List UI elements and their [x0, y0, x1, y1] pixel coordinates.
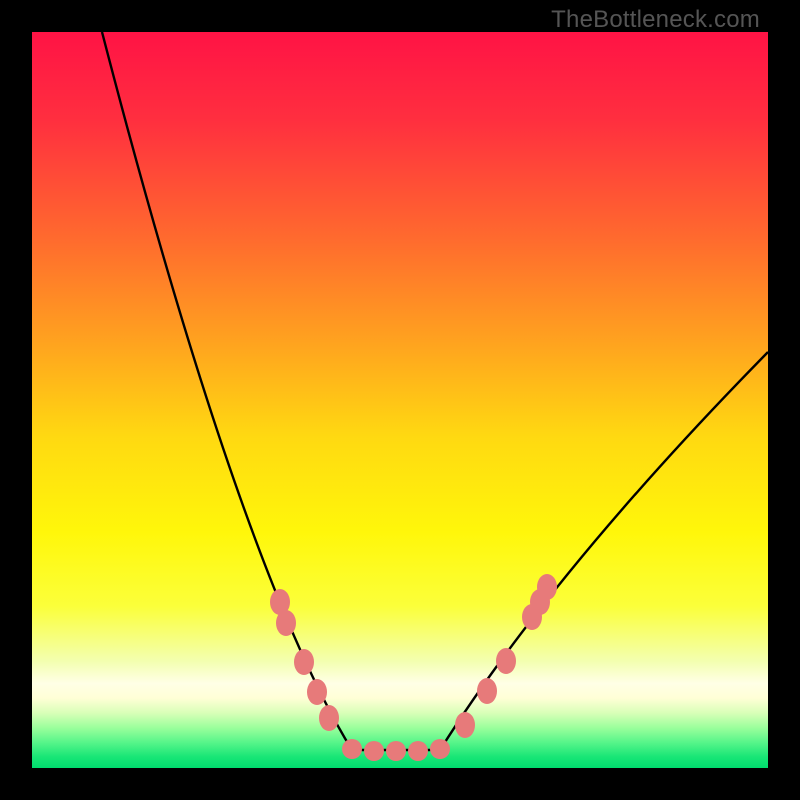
data-point: [455, 712, 475, 738]
data-point: [364, 741, 384, 761]
data-point: [537, 574, 557, 600]
data-markers: [270, 574, 557, 761]
data-point: [408, 741, 428, 761]
data-point: [477, 678, 497, 704]
bottleneck-curve: [32, 32, 768, 768]
data-point: [430, 739, 450, 759]
watermark-text: TheBottleneck.com: [551, 6, 760, 34]
chart-frame: TheBottleneck.com: [0, 0, 800, 800]
data-point: [319, 705, 339, 731]
data-point: [386, 741, 406, 761]
data-point: [496, 648, 516, 674]
data-point: [276, 610, 296, 636]
plot-area: [32, 32, 768, 768]
curve-left: [102, 32, 352, 750]
data-point: [294, 649, 314, 675]
data-point: [342, 739, 362, 759]
data-point: [307, 679, 327, 705]
